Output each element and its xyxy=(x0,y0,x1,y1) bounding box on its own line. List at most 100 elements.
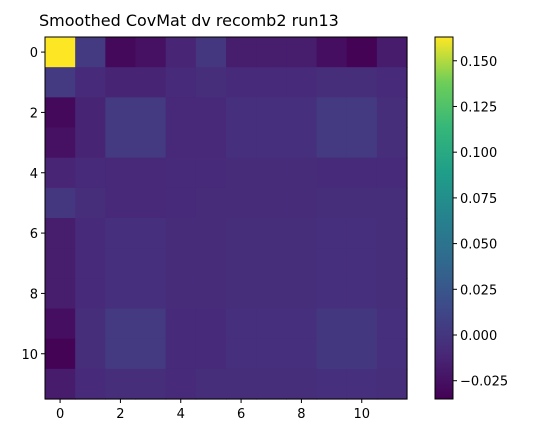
heatmap-cell xyxy=(346,248,378,279)
heatmap-cell xyxy=(256,278,287,310)
heatmap-cell xyxy=(256,248,287,279)
heatmap-cell xyxy=(45,157,76,189)
heatmap-cell xyxy=(195,368,227,400)
heatmap-cell xyxy=(376,37,408,68)
heatmap-cell xyxy=(45,278,76,310)
heatmap-cell xyxy=(226,338,257,370)
heatmap-cell xyxy=(135,278,167,310)
heatmap-cell xyxy=(346,157,378,189)
heatmap-cell xyxy=(256,218,287,249)
heatmap-cell xyxy=(195,37,227,68)
heatmap-cell xyxy=(195,308,227,340)
heatmap-cell xyxy=(165,157,197,189)
heatmap-cell xyxy=(165,338,197,370)
heatmap-cell xyxy=(105,187,137,219)
heatmap-cell xyxy=(376,218,408,249)
heatmap-cell xyxy=(286,97,318,129)
heatmap-cell xyxy=(105,368,137,400)
heatmap-cell xyxy=(165,97,197,129)
heatmap-cell xyxy=(135,97,167,129)
heatmap-cell xyxy=(316,278,348,310)
y-axis: 0 2 4 6 8 10 xyxy=(21,46,45,363)
x-tick-label: 8 xyxy=(297,407,305,422)
heatmap-cell xyxy=(316,218,348,249)
heatmap-cell xyxy=(105,278,137,310)
heatmap-cell xyxy=(135,37,167,68)
heatmap-cell xyxy=(256,308,287,340)
x-tick-label: 2 xyxy=(116,407,124,422)
heatmap-cell xyxy=(346,218,378,249)
heatmap-cell xyxy=(135,157,167,189)
heatmap-cell xyxy=(256,97,287,129)
heatmap-cell xyxy=(195,97,227,129)
heatmap-cell xyxy=(316,308,348,340)
heatmap-cell xyxy=(45,218,76,249)
heatmap-cell xyxy=(346,278,378,310)
heatmap-cell xyxy=(226,218,257,249)
heatmap-cell xyxy=(165,278,197,310)
colorbar-tick-label: 0.000 xyxy=(460,329,497,344)
heatmap-cell xyxy=(256,127,287,159)
heatmap-cell xyxy=(256,157,287,189)
heatmap-cell xyxy=(165,218,197,249)
colorbar-tick-label: 0.100 xyxy=(460,146,497,161)
heatmap-cell xyxy=(286,37,318,68)
heatmap-cell xyxy=(45,308,76,340)
heatmap-cell xyxy=(75,368,106,400)
heatmap-cell xyxy=(346,37,378,68)
heatmap-cell xyxy=(346,308,378,340)
heatmap-cell xyxy=(45,37,76,68)
heatmap-cell xyxy=(316,127,348,159)
heatmap-cell xyxy=(135,368,167,400)
colorbar-tick-label: −0.025 xyxy=(460,375,508,390)
heatmap-cell xyxy=(105,67,137,98)
heatmap-cell xyxy=(135,218,167,249)
y-tick-label: 4 xyxy=(30,167,38,182)
heatmap-cell xyxy=(135,187,167,219)
heatmap-cell xyxy=(165,37,197,68)
x-tick-label: 0 xyxy=(56,407,64,422)
heatmap-cell xyxy=(256,338,287,370)
heatmap-cell xyxy=(346,97,378,129)
heatmap-cell xyxy=(346,127,378,159)
heatmap-cell xyxy=(316,368,348,400)
heatmap-cell xyxy=(75,97,106,129)
heatmap-cell xyxy=(45,338,76,370)
heatmap-cell xyxy=(256,67,287,98)
y-tick-label: 0 xyxy=(30,46,38,61)
heatmap-cell xyxy=(105,338,137,370)
heatmap-cell xyxy=(316,157,348,189)
heatmap-cell xyxy=(195,127,227,159)
heatmap-cell xyxy=(256,37,287,68)
heatmap-cell xyxy=(376,127,408,159)
heatmap-cell xyxy=(376,368,408,400)
x-tick-label: 4 xyxy=(177,407,185,422)
heatmap-cell xyxy=(346,338,378,370)
heatmap-cell xyxy=(105,248,137,279)
heatmap-cell xyxy=(75,278,106,310)
heatmap-cell xyxy=(75,308,106,340)
heatmap-cell xyxy=(376,187,408,219)
heatmap-cell xyxy=(165,368,197,400)
heatmap-cell xyxy=(135,67,167,98)
heatmap-cell xyxy=(195,278,227,310)
heatmap-cell xyxy=(165,187,197,219)
heatmap-cell xyxy=(45,127,76,159)
heatmap-cell xyxy=(226,127,257,159)
heatmap-cell xyxy=(316,37,348,68)
heatmap-cell xyxy=(376,67,408,98)
heatmap-cell xyxy=(226,308,257,340)
heatmap-cell xyxy=(105,97,137,129)
heatmap-cell xyxy=(195,157,227,189)
y-tick-label: 6 xyxy=(30,227,38,242)
heatmap-cell xyxy=(75,248,106,279)
heatmap-cell xyxy=(135,338,167,370)
heatmap-cell xyxy=(226,368,257,400)
heatmap-cell xyxy=(286,218,318,249)
heatmap-cell xyxy=(135,308,167,340)
heatmap-cell xyxy=(226,248,257,279)
heatmap-cell xyxy=(105,37,137,68)
chart-title: Smoothed CovMat dv recomb2 run13 xyxy=(39,11,339,30)
heatmap-cell xyxy=(226,157,257,189)
